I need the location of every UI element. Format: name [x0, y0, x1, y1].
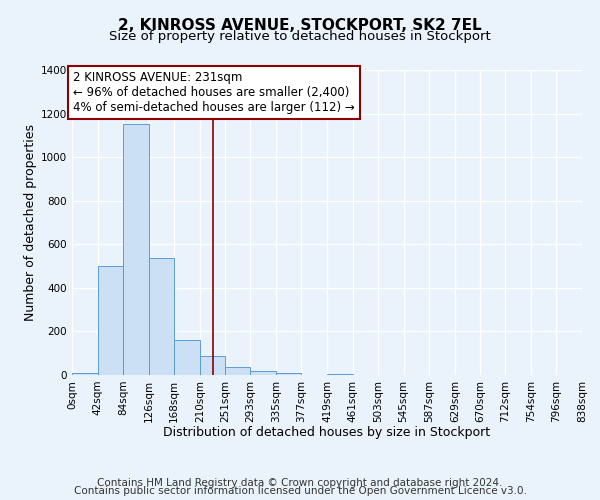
Text: 2, KINROSS AVENUE, STOCKPORT, SK2 7EL: 2, KINROSS AVENUE, STOCKPORT, SK2 7EL [118, 18, 482, 32]
Text: Contains HM Land Registry data © Crown copyright and database right 2024.: Contains HM Land Registry data © Crown c… [97, 478, 503, 488]
Y-axis label: Number of detached properties: Number of detached properties [24, 124, 37, 321]
Bar [98, 266, 123, 375]
Bar [276, 373, 301, 375]
Bar [327, 374, 353, 375]
Text: Size of property relative to detached houses in Stockport: Size of property relative to detached ho… [109, 30, 491, 43]
Text: Contains public sector information licensed under the Open Government Licence v3: Contains public sector information licen… [74, 486, 526, 496]
Bar [174, 340, 200, 375]
X-axis label: Distribution of detached houses by size in Stockport: Distribution of detached houses by size … [163, 426, 491, 439]
Bar [225, 368, 250, 375]
Bar [149, 258, 174, 375]
Bar [250, 370, 276, 375]
Bar [200, 356, 225, 375]
Bar [123, 124, 149, 375]
Text: 2 KINROSS AVENUE: 231sqm
← 96% of detached houses are smaller (2,400)
4% of semi: 2 KINROSS AVENUE: 231sqm ← 96% of detach… [73, 71, 355, 114]
Bar [72, 373, 98, 375]
